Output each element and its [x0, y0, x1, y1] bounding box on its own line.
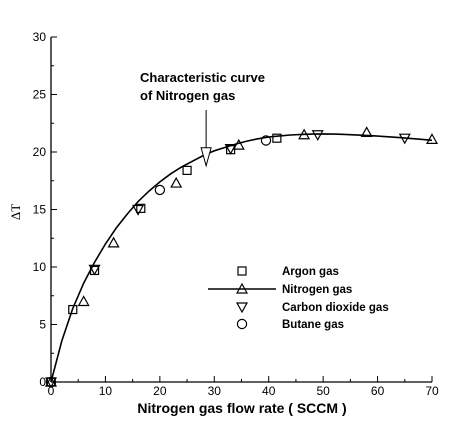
nitrogen-gas-point — [298, 128, 311, 140]
nitrogen-gas-point — [170, 176, 183, 188]
argon-gas-point — [272, 133, 282, 143]
argon-gas-point — [68, 304, 78, 315]
x-tick-label: 30 — [208, 384, 222, 398]
y-axis-title: ΔT — [8, 204, 23, 220]
carbon-dioxide-gas-point — [311, 130, 324, 141]
x-tick-label: 10 — [99, 384, 113, 398]
legend-label-argon-gas: Argon gas — [282, 266, 339, 278]
annotation: Characteristic curve of Nitrogen gas — [140, 70, 265, 168]
y-tick-label: 5 — [39, 318, 46, 332]
y-tick-label: 0 — [39, 375, 46, 389]
plot-axes — [50, 37, 432, 383]
butane-gas-point — [260, 135, 272, 146]
argon-gas-point — [182, 165, 192, 175]
y-tick-label: 20 — [33, 145, 47, 159]
x-tick-label: 0 — [48, 384, 55, 398]
legend-marker-carbon-dioxide-gas — [235, 302, 249, 314]
y-tick-label: 10 — [33, 260, 47, 274]
carbon-dioxide-gas-point — [224, 143, 237, 155]
carbon-dioxide-gas-point — [88, 264, 101, 276]
legend-marker-argon-gas — [237, 266, 247, 276]
characteristic-curve-line — [50, 133, 433, 383]
nitrogen-curve-layer — [50, 133, 433, 383]
arrow-head — [200, 147, 212, 168]
nitrogen-gas-point — [232, 138, 245, 150]
argon-gas-point — [136, 203, 146, 213]
x-tick-label: 60 — [371, 384, 385, 398]
nitrogen-gas-point — [425, 133, 439, 144]
axis-ticks: 0 10 20 30 40 50 60 70 0 5 10 15 20 25 30 — [33, 30, 439, 398]
butane-gas-point — [45, 376, 57, 388]
carbon-dioxide-gas-point — [132, 204, 145, 216]
legend-marker-nitrogen-gas — [235, 282, 249, 294]
nitrogen-gas-point — [77, 295, 90, 307]
butane-gas-point — [154, 184, 166, 196]
annotation-line-1: Characteristic curve — [140, 70, 265, 85]
data-points — [44, 126, 439, 389]
y-tick-label: 15 — [33, 203, 47, 217]
annotation-arrow — [200, 110, 212, 168]
annotation-line-2: of Nitrogen gas — [140, 88, 235, 103]
y-tick-label: 25 — [33, 88, 47, 102]
x-tick-label: 70 — [425, 384, 439, 398]
x-tick-label: 50 — [316, 384, 330, 398]
legend-label-nitrogen-gas: Nitrogen gas — [282, 284, 352, 296]
nitrogen-gas-point — [360, 126, 373, 138]
carbon-dioxide-gas-point — [398, 133, 411, 145]
x-axis-title: Nitrogen gas flow rate ( SCCM ) — [137, 400, 346, 416]
legend-label-carbon-dioxide-gas: Carbon dioxide gas — [282, 302, 389, 314]
legend: Argon gas Nitrogen gas Carbon dioxide gas B… — [208, 266, 389, 331]
x-tick-label: 20 — [153, 384, 167, 398]
y-tick-label: 30 — [33, 30, 47, 44]
legend-label-butane-gas: Butane gas — [282, 319, 344, 331]
x-tick-label: 40 — [262, 384, 276, 398]
nitrogen-gas-point — [107, 236, 120, 248]
legend-marker-butane-gas — [236, 318, 248, 330]
